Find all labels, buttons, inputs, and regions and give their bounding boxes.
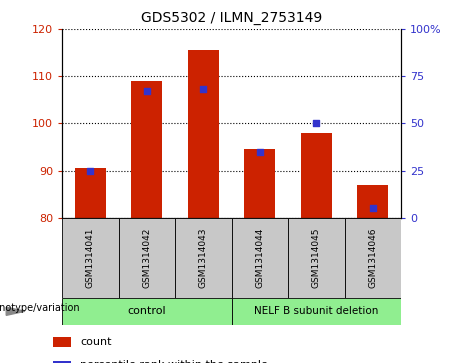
Point (369, 205, 377, 211)
Bar (357, 185, 388, 218)
Text: count: count (80, 337, 112, 347)
FancyBboxPatch shape (231, 298, 401, 325)
Bar (75, 168, 106, 218)
Title: GDS5302 / ILMN_2753149: GDS5302 / ILMN_2753149 (141, 11, 322, 25)
Bar (53, 361, 71, 363)
Point (87, 168, 94, 174)
Text: percentile rank within the sample: percentile rank within the sample (80, 360, 268, 363)
FancyBboxPatch shape (288, 218, 344, 298)
FancyBboxPatch shape (231, 218, 288, 298)
Bar (53, 337, 71, 347)
FancyBboxPatch shape (62, 298, 231, 325)
FancyBboxPatch shape (118, 218, 175, 298)
Point (313, 121, 320, 126)
Text: GSM1314042: GSM1314042 (142, 228, 152, 288)
FancyBboxPatch shape (62, 218, 118, 298)
Bar (188, 50, 219, 218)
Text: genotype/variation: genotype/variation (0, 303, 81, 313)
Polygon shape (6, 307, 25, 315)
Text: control: control (128, 306, 166, 316)
Point (200, 86, 207, 92)
FancyBboxPatch shape (175, 218, 231, 298)
Text: GSM1314045: GSM1314045 (312, 228, 321, 288)
Text: GSM1314041: GSM1314041 (86, 228, 95, 288)
Bar (301, 133, 332, 218)
Point (143, 89, 151, 94)
Point (256, 149, 264, 155)
Text: NELF B subunit deletion: NELF B subunit deletion (254, 306, 378, 316)
Text: GSM1314046: GSM1314046 (368, 228, 378, 288)
Bar (244, 150, 275, 218)
FancyBboxPatch shape (344, 218, 401, 298)
Text: GSM1314044: GSM1314044 (255, 228, 265, 288)
Text: GSM1314043: GSM1314043 (199, 228, 208, 288)
Bar (131, 81, 162, 218)
